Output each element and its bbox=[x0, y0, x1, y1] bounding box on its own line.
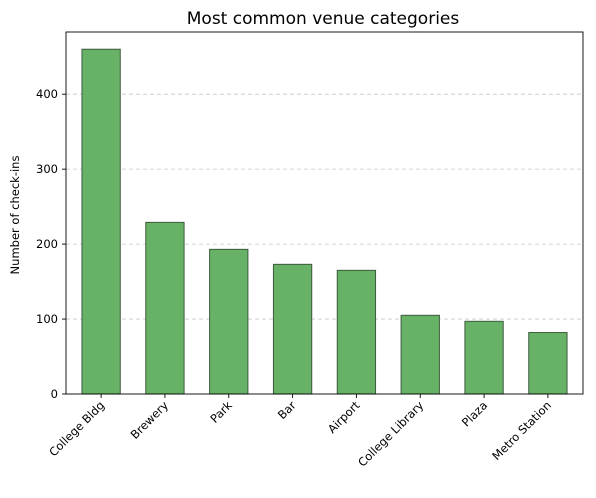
grid-lines bbox=[66, 93, 583, 320]
bar bbox=[400, 314, 440, 395]
x-tick-label: Park bbox=[207, 398, 235, 426]
axes bbox=[65, 31, 584, 395]
bar bbox=[272, 263, 313, 395]
bar bbox=[81, 48, 121, 395]
chart-title: Most common venue categories bbox=[187, 9, 460, 29]
bar bbox=[145, 221, 185, 395]
x-tick-label: Metro Station bbox=[489, 398, 554, 463]
y-tick-label: 400 bbox=[36, 87, 58, 101]
y-axis-ticks: 0 100 200 300 400 bbox=[36, 87, 66, 401]
x-axis-ticks: College Bldg Brewery Park Bar AirportCollege… bbox=[46, 394, 554, 469]
x-tick-label: Bar bbox=[275, 398, 299, 422]
y-axis-label: Number of check-ins bbox=[8, 156, 22, 275]
y-tick-label: 100 bbox=[36, 312, 58, 326]
bar bbox=[209, 248, 249, 395]
bar bbox=[336, 269, 377, 395]
bars bbox=[81, 48, 568, 395]
x-tick-label: Plaza bbox=[459, 398, 490, 429]
y-tick-label: 0 bbox=[51, 387, 58, 401]
plot-frame bbox=[65, 31, 584, 395]
x-tick-label: Brewery bbox=[128, 398, 172, 442]
x-tick-label: Airport bbox=[325, 398, 363, 436]
x-tick-label: College Bldg bbox=[46, 398, 107, 459]
y-tick-label: 200 bbox=[36, 237, 58, 251]
bar bbox=[528, 332, 568, 395]
y-tick-label: 300 bbox=[36, 162, 58, 176]
bar bbox=[464, 320, 504, 395]
x-tick-label: College Library bbox=[355, 398, 426, 469]
